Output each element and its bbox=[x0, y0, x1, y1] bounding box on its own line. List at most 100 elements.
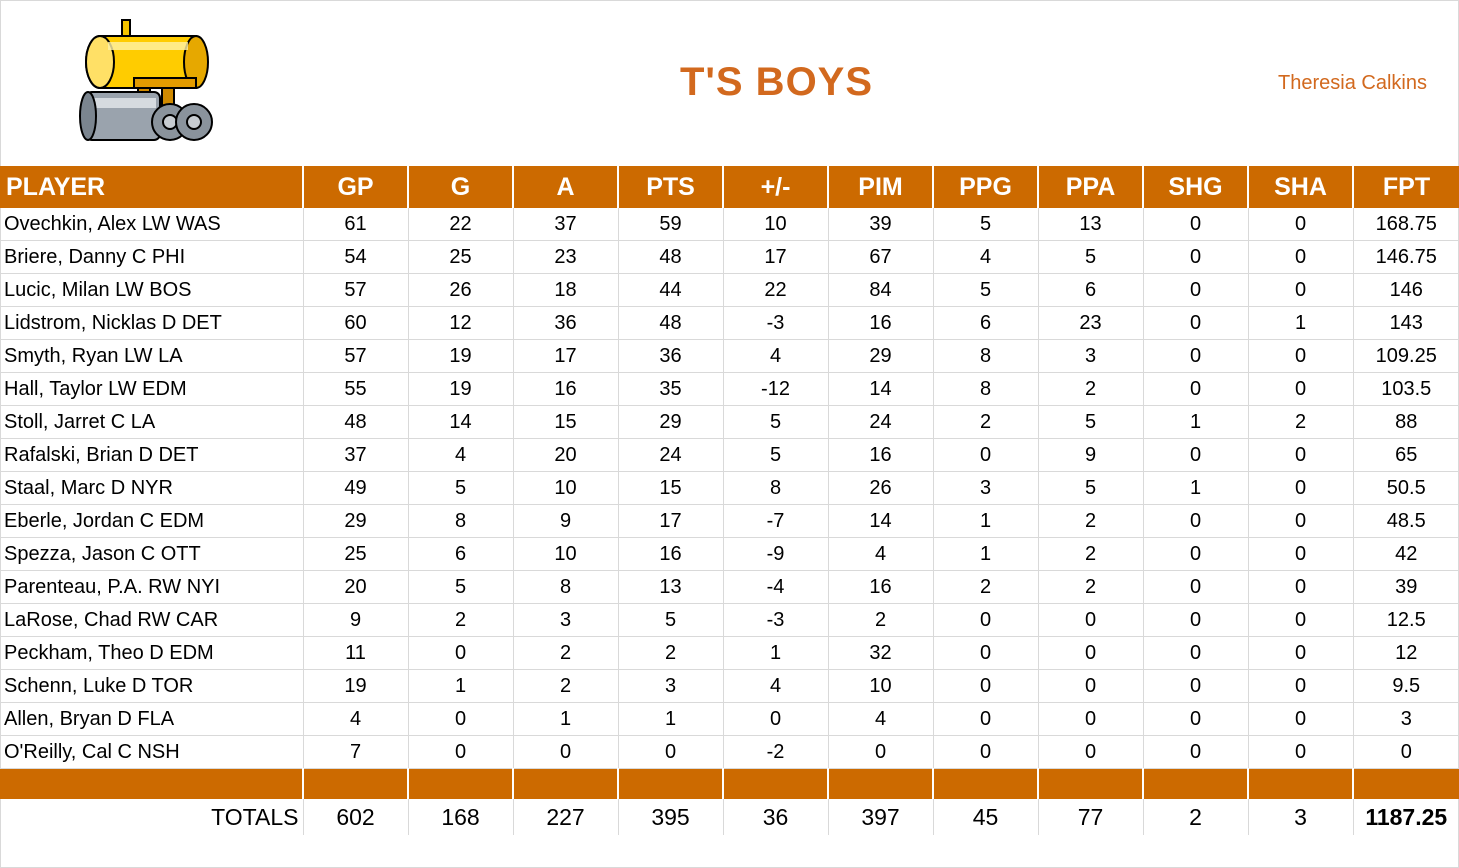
table-row: Allen, Bryan D FLA 4 0 1 1 0 4 0 0 0 0 3 bbox=[0, 702, 1459, 736]
stat-cell: 2 bbox=[512, 669, 618, 703]
stat-cell: 5 bbox=[722, 405, 828, 439]
stat-cell: 109.25 bbox=[1352, 339, 1459, 373]
stat-cell: 0 bbox=[1037, 636, 1143, 670]
stat-cell: 48 bbox=[617, 306, 723, 340]
table-row: Spezza, Jason C OTT 25 6 10 16 -9 4 1 2 0 0 42 bbox=[0, 537, 1459, 571]
stat-cell: 16 bbox=[617, 537, 723, 571]
stat-cell: 1 bbox=[1142, 405, 1248, 439]
stat-cell: 13 bbox=[1037, 208, 1143, 241]
stat-cell: 8 bbox=[512, 570, 618, 604]
stat-cell: 0 bbox=[1247, 372, 1353, 406]
stat-cell: 146.75 bbox=[1352, 240, 1459, 274]
player-name-cell: Schenn, Luke D TOR bbox=[0, 669, 303, 703]
stat-cell: 0 bbox=[1352, 735, 1459, 769]
total-cell: 2 bbox=[1142, 799, 1248, 835]
table-row: Hall, Taylor LW EDM 55 19 16 35 -12 14 8 2 0 0 103.… bbox=[0, 372, 1459, 406]
column-header: G bbox=[407, 166, 513, 208]
total-cell: 45 bbox=[932, 799, 1038, 835]
stat-cell: 10 bbox=[512, 471, 618, 505]
stat-cell: 2 bbox=[1037, 504, 1143, 538]
table-row: Ovechkin, Alex LW WAS 61 22 37 59 10 39 5 13 0 0 16… bbox=[0, 208, 1459, 241]
stat-cell: 1 bbox=[932, 504, 1038, 538]
stat-cell: 60 bbox=[302, 306, 408, 340]
table-row: Peckham, Theo D EDM 11 0 2 2 1 32 0 0 0 0 12 bbox=[0, 636, 1459, 670]
stat-cell: 0 bbox=[1247, 471, 1353, 505]
stat-cell: 2 bbox=[932, 570, 1038, 604]
spacer-row bbox=[0, 768, 1459, 799]
stat-cell: 6 bbox=[932, 306, 1038, 340]
stat-cell: 36 bbox=[512, 306, 618, 340]
column-header: PPA bbox=[1037, 166, 1143, 208]
stat-cell: 0 bbox=[1142, 669, 1248, 703]
stat-cell: 0 bbox=[932, 636, 1038, 670]
stat-cell: 61 bbox=[302, 208, 408, 241]
player-name-cell: Ovechkin, Alex LW WAS bbox=[0, 208, 303, 241]
stat-cell: 0 bbox=[932, 702, 1038, 736]
column-header: SHA bbox=[1247, 166, 1353, 208]
player-name-cell: Hall, Taylor LW EDM bbox=[0, 372, 303, 406]
stat-cell: 19 bbox=[302, 669, 408, 703]
stat-cell: 10 bbox=[827, 669, 933, 703]
spacer-cell bbox=[1352, 768, 1459, 799]
stat-cell: 18 bbox=[512, 273, 618, 307]
stat-cell: 54 bbox=[302, 240, 408, 274]
stat-cell: 6 bbox=[1037, 273, 1143, 307]
stat-cell: 0 bbox=[1142, 339, 1248, 373]
stat-cell: 0 bbox=[932, 669, 1038, 703]
stat-cell: 5 bbox=[1037, 240, 1143, 274]
stat-cell: 4 bbox=[827, 537, 933, 571]
stat-cell: 103.5 bbox=[1352, 372, 1459, 406]
stat-cell: 20 bbox=[512, 438, 618, 472]
total-cell: 168 bbox=[407, 799, 513, 835]
stat-cell: 0 bbox=[1142, 372, 1248, 406]
stat-cell: 2 bbox=[1037, 570, 1143, 604]
stat-cell: 48 bbox=[617, 240, 723, 274]
stat-cell: 0 bbox=[932, 438, 1038, 472]
stat-cell: 36 bbox=[617, 339, 723, 373]
player-name-cell: Peckham, Theo D EDM bbox=[0, 636, 303, 670]
stat-cell: 5 bbox=[932, 273, 1038, 307]
stat-cell: 29 bbox=[302, 504, 408, 538]
table-row: Lidstrom, Nicklas D DET 60 12 36 48 -3 16 6 23 0 1… bbox=[0, 306, 1459, 340]
stat-cell: 4 bbox=[302, 702, 408, 736]
stat-cell: 0 bbox=[617, 735, 723, 769]
stat-cell: 0 bbox=[1142, 438, 1248, 472]
stat-cell: 0 bbox=[932, 603, 1038, 637]
spacer-cell bbox=[512, 768, 618, 799]
stat-cell: 26 bbox=[407, 273, 513, 307]
stat-cell: 0 bbox=[932, 735, 1038, 769]
stat-cell: -12 bbox=[722, 372, 828, 406]
stat-cell: -9 bbox=[722, 537, 828, 571]
stat-cell: 10 bbox=[512, 537, 618, 571]
stat-cell: 2 bbox=[617, 636, 723, 670]
stat-cell: 1 bbox=[1247, 306, 1353, 340]
stat-cell: 14 bbox=[407, 405, 513, 439]
player-name-cell: Smyth, Ryan LW LA bbox=[0, 339, 303, 373]
stat-cell: 26 bbox=[827, 471, 933, 505]
spacer-cell bbox=[722, 768, 828, 799]
stat-cell: 35 bbox=[617, 372, 723, 406]
player-name-cell: Parenteau, P.A. RW NYI bbox=[0, 570, 303, 604]
column-header: +/- bbox=[722, 166, 828, 208]
stat-cell: 0 bbox=[1247, 208, 1353, 241]
stat-cell: 24 bbox=[827, 405, 933, 439]
stat-cell: 37 bbox=[302, 438, 408, 472]
stat-cell: 15 bbox=[512, 405, 618, 439]
player-name-cell: Lidstrom, Nicklas D DET bbox=[0, 306, 303, 340]
stat-cell: 24 bbox=[617, 438, 723, 472]
column-header: SHG bbox=[1142, 166, 1248, 208]
stat-cell: 0 bbox=[722, 702, 828, 736]
spacer-cell bbox=[1142, 768, 1248, 799]
total-cell: 227 bbox=[512, 799, 618, 835]
stat-cell: 42 bbox=[1352, 537, 1459, 571]
stat-cell: 0 bbox=[407, 636, 513, 670]
total-cell: 397 bbox=[827, 799, 933, 835]
stat-cell: 39 bbox=[1352, 570, 1459, 604]
owner-name: Theresia Calkins bbox=[1278, 72, 1427, 94]
stat-cell: 3 bbox=[617, 669, 723, 703]
stat-cell: 8 bbox=[407, 504, 513, 538]
stat-cell: 2 bbox=[1247, 405, 1353, 439]
stat-cell: -2 bbox=[722, 735, 828, 769]
stat-cell: 49 bbox=[302, 471, 408, 505]
spacer-cell bbox=[302, 768, 408, 799]
